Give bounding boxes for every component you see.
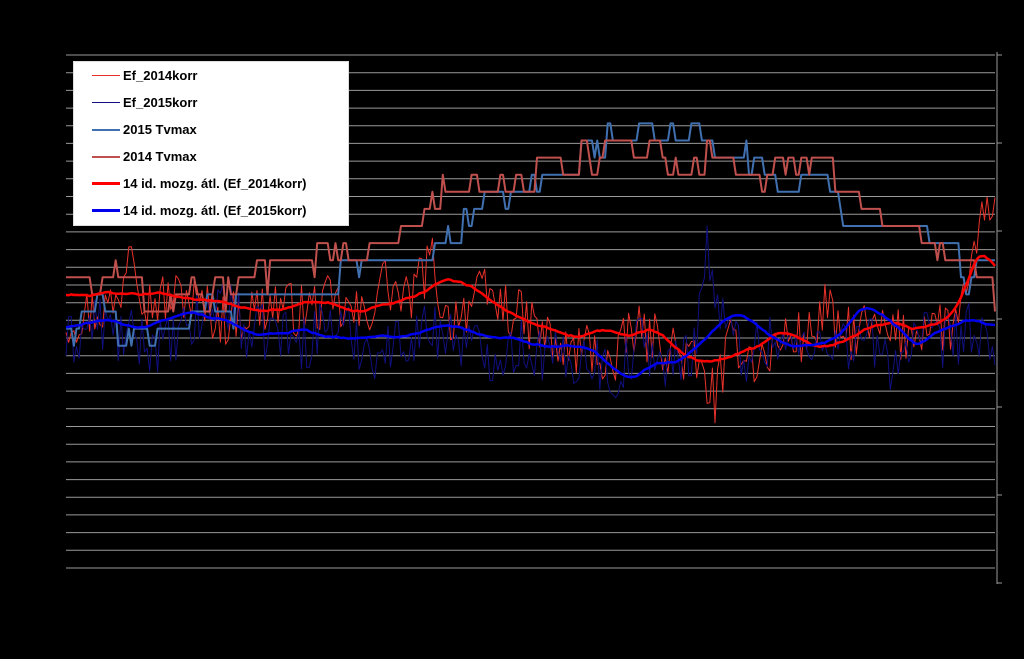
legend: Ef_2014korr Ef_2015korr 2015 Tvmax 2014 … [73,61,349,226]
legend-item-avg2015: 14 id. mozg. átl. (Ef_2015korr) [92,197,307,224]
legend-item-tvmax2014: 2014 Tvmax [92,143,197,170]
legend-swatch [92,155,120,158]
series-group [65,122,996,424]
series-line-3 [66,122,995,347]
legend-swatch [92,209,120,212]
legend-item-ef2014: Ef_2014korr [92,62,197,89]
legend-swatch [92,182,120,185]
legend-item-avg2014: 14 id. mozg. átl. (Ef_2014korr) [92,170,307,197]
legend-item-tvmax2015: 2015 Tvmax [92,116,197,143]
legend-label: 14 id. mozg. átl. (Ef_2015korr) [123,203,307,218]
series-line-6 [65,306,996,379]
legend-swatch [92,75,120,76]
legend-swatch [92,128,120,131]
series-line-4 [66,139,996,313]
legend-label: Ef_2015korr [123,95,198,110]
right-axis [996,52,1002,584]
legend-label: 2014 Tvmax [123,149,197,164]
legend-label: 2015 Tvmax [123,122,197,137]
legend-label: 14 id. mozg. átl. (Ef_2014korr) [123,176,307,191]
legend-item-ef2015: Ef_2015korr [92,89,197,116]
series-line-5 [65,254,996,363]
legend-swatch [92,102,120,103]
legend-label: Ef_2014korr [123,68,198,83]
